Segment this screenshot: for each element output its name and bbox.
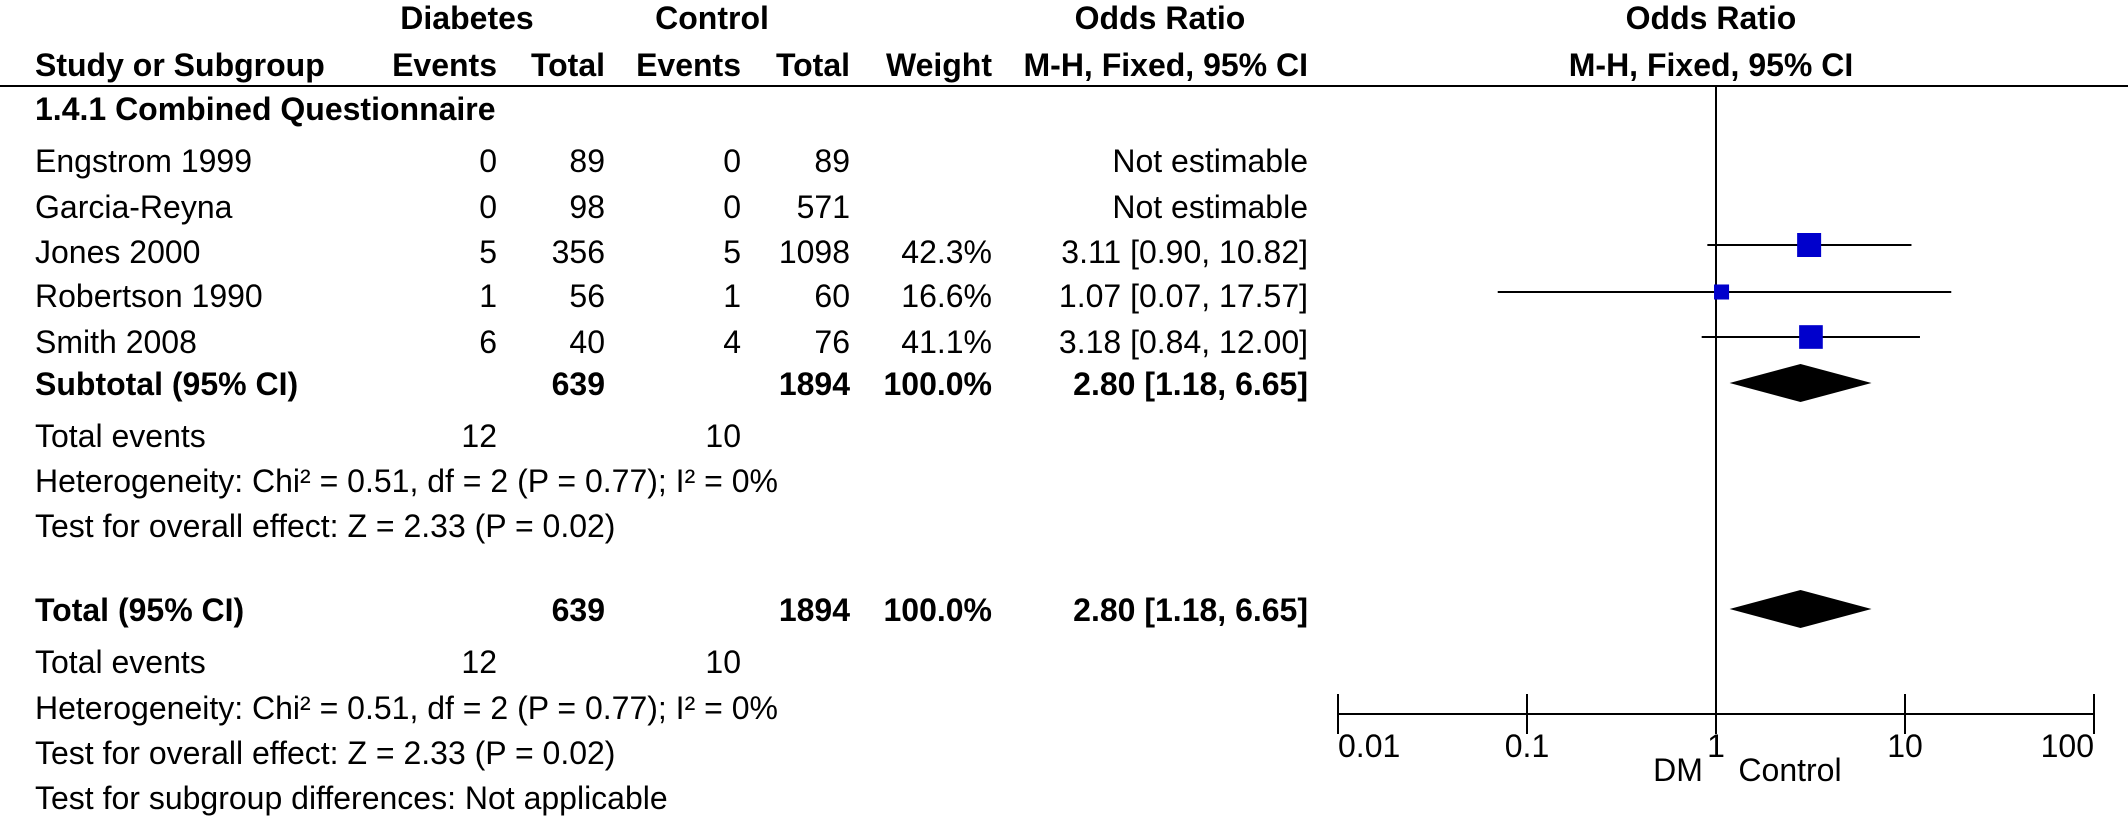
study-name: Engstrom 1999 [35,143,253,179]
col-study: Study or Subgroup [35,47,325,83]
events-control: 1 [723,278,741,314]
total-total-diabetes: 639 [551,592,605,628]
control-group-label: Control [655,0,769,36]
events-control: 0 [723,143,741,179]
events-diabetes: 0 [479,143,497,179]
axis-right-label: Control [1738,752,1842,788]
total-diabetes: 56 [569,278,605,314]
col-total-control: Total [775,47,850,83]
total-diabetes: 89 [569,143,605,179]
total-control: 60 [814,278,850,314]
total-label: Total (95% CI) [35,592,245,628]
x-axis-tick-label: 10 [1887,728,1923,764]
total-events-label: Total events [35,644,206,680]
overall-effect-text: Test for overall effect: Z = 2.33 (P = 0… [35,735,616,771]
x-axis-tick-label: 100 [2041,728,2094,764]
events-diabetes: 1 [479,278,497,314]
events-diabetes: 6 [479,324,497,360]
study-name: Garcia-Reyna [35,189,233,225]
total-events-control: 10 [705,644,741,680]
ci-text: 1.07 [0.07, 17.57] [1058,278,1308,314]
axis-left-label: DM [1653,752,1703,788]
total-total-control: 1894 [778,592,850,628]
pooled-diamond [1729,364,1872,402]
study-name: Smith 2008 [35,324,197,360]
total-events-label: Total events [35,418,206,454]
events-control: 4 [723,324,741,360]
events-diabetes: 0 [479,189,497,225]
weight: 41.1% [901,324,992,360]
total-control: 1098 [778,234,850,270]
col-events-diabetes: Events [392,47,497,83]
total-control: 571 [796,189,850,225]
overall-effect-text: Test for overall effect: Z = 2.33 (P = 0… [35,508,616,544]
col-weight: Weight [885,47,992,83]
diabetes-group-label: Diabetes [400,0,534,36]
x-axis-tick-label: 0.01 [1338,728,1400,764]
events-diabetes: 5 [479,234,497,270]
ci-text: Not estimable [1112,143,1308,179]
subgroup-differences-text: Test for subgroup differences: Not appli… [35,780,668,816]
subtotal-ci: 2.80 [1.18, 6.65] [1073,366,1308,402]
subtotal-weight: 100.0% [883,366,992,402]
total-events-control: 10 [705,418,741,454]
total-events-diabetes: 12 [461,644,497,680]
ci-text: Not estimable [1112,189,1308,225]
col-total-diabetes: Total [530,47,605,83]
heterogeneity-text: Heterogeneity: Chi² = 0.51, df = 2 (P = … [35,690,778,726]
total-weight: 100.0% [883,592,992,628]
subtotal-total-control: 1894 [778,366,850,402]
ci-text: 3.11 [0.90, 10.82] [1061,234,1308,270]
header-rule [0,85,2128,87]
subtotal-label: Subtotal (95% CI) [35,366,299,402]
total-control: 76 [814,324,850,360]
col-events-control: Events [636,47,741,83]
x-axis-tick-label: 0.1 [1505,728,1549,764]
total-diabetes: 98 [569,189,605,225]
weight: 16.6% [901,278,992,314]
subtotal-total-diabetes: 639 [551,366,605,402]
total-events-diabetes: 12 [461,418,497,454]
study-point-marker [1797,233,1822,257]
odds-ratio-title-plot: Odds Ratio [1625,0,1797,36]
study-name: Jones 2000 [35,234,201,270]
odds-ratio-title-table: Odds Ratio [1074,0,1246,36]
study-point-marker [1799,325,1823,349]
total-control: 89 [814,143,850,179]
total-diabetes: 40 [569,324,605,360]
total-ci: 2.80 [1.18, 6.65] [1073,592,1308,628]
weight: 42.3% [901,234,992,270]
heterogeneity-text: Heterogeneity: Chi² = 0.51, df = 2 (P = … [35,463,778,499]
study-point-marker [1714,284,1730,300]
total-diabetes: 356 [551,234,605,270]
pooled-diamond [1729,590,1872,628]
subgroup-title: 1.4.1 Combined Questionnaire [35,91,496,127]
x-axis-tick-label: 1 [1707,728,1725,764]
ci-text: 3.18 [0.84, 12.00] [1058,324,1308,360]
col-ci: M-H, Fixed, 95% CI [1023,47,1309,83]
events-control: 0 [723,189,741,225]
events-control: 5 [723,234,741,270]
plot-method-label: M-H, Fixed, 95% CI [1568,47,1854,83]
study-name: Robertson 1990 [35,278,263,314]
